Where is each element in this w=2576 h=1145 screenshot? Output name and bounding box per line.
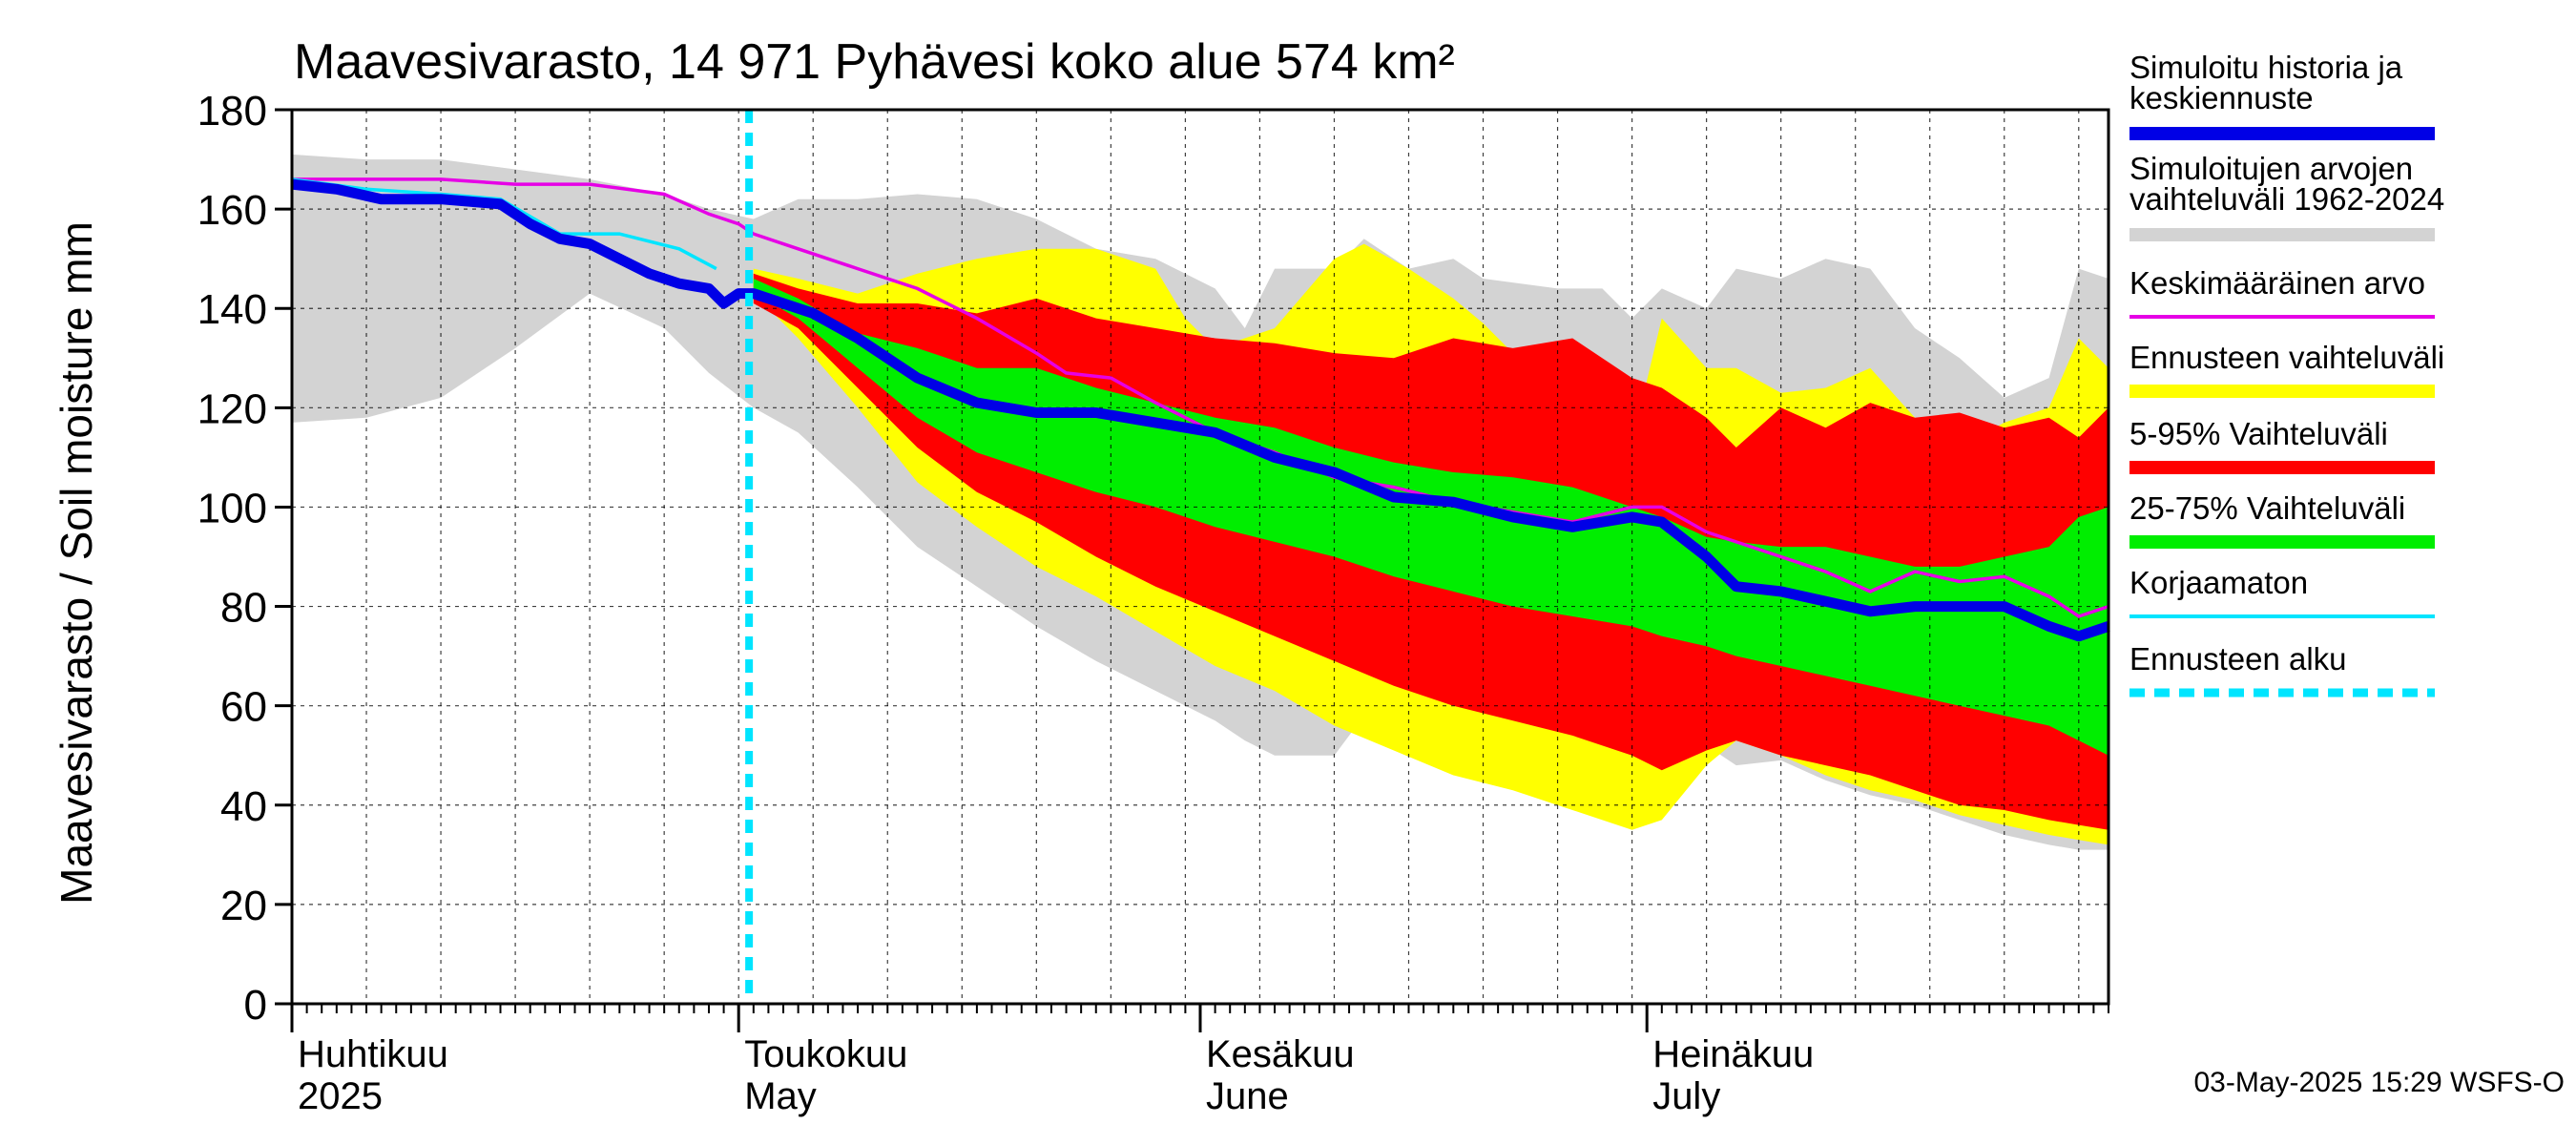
y-tick-label: 40 <box>220 783 267 830</box>
timestamp-label: 03-May-2025 15:29 WSFS-O <box>2194 1067 2566 1098</box>
legend-item: 5-95% Vaihteluväli <box>2129 416 2435 468</box>
y-tick-label: 60 <box>220 684 267 731</box>
x-month-label: Huhtikuu <box>298 1033 448 1075</box>
legend-item: Keskimääräinen arvo <box>2129 265 2435 317</box>
y-tick-label: 20 <box>220 883 267 929</box>
y-axis-label: Maavesivarasto / Soil moisture mm <box>52 221 101 905</box>
legend-item: Ennusteen vaihteluväli <box>2129 340 2444 391</box>
legend-item: Korjaamaton <box>2129 565 2435 616</box>
x-month-sublabel: July <box>1652 1075 1720 1117</box>
legend-label: Ennusteen alku <box>2129 641 2347 677</box>
y-tick-label: 80 <box>220 585 267 632</box>
legend-item: Ennusteen alku <box>2129 641 2435 693</box>
y-tick-label: 100 <box>197 485 267 531</box>
y-tick-label: 120 <box>197 385 267 432</box>
legend-label: Ennusteen vaihteluväli <box>2129 340 2444 375</box>
x-month-label: Kesäkuu <box>1206 1033 1355 1075</box>
x-month-label: Toukokuu <box>744 1033 907 1075</box>
legend-label: Korjaamaton <box>2129 565 2308 600</box>
legend-label: 25-75% Vaihteluväli <box>2129 490 2405 526</box>
x-month-sublabel: 2025 <box>298 1075 383 1117</box>
legend-label-2: keskiennuste <box>2129 80 2314 115</box>
y-tick-label: 160 <box>197 187 267 234</box>
y-tick-label: 180 <box>197 88 267 135</box>
plot-area <box>292 110 2109 1004</box>
soil-moisture-chart: Maavesivarasto, 14 971 Pyhävesi koko alu… <box>0 0 2576 1145</box>
chart-title: Maavesivarasto, 14 971 Pyhävesi koko alu… <box>294 34 1455 90</box>
legend-label: 5-95% Vaihteluväli <box>2129 416 2388 451</box>
x-month-sublabel: May <box>744 1075 817 1117</box>
legend-item: 25-75% Vaihteluväli <box>2129 490 2435 542</box>
legend-label: Keskimääräinen arvo <box>2129 265 2425 301</box>
x-month-label: Heinäkuu <box>1652 1033 1814 1075</box>
y-tick-label: 140 <box>197 286 267 333</box>
legend-label-2: vaihteluväli 1962-2024 <box>2129 181 2444 217</box>
y-tick-label: 0 <box>244 982 267 1029</box>
x-month-sublabel: June <box>1206 1075 1289 1117</box>
